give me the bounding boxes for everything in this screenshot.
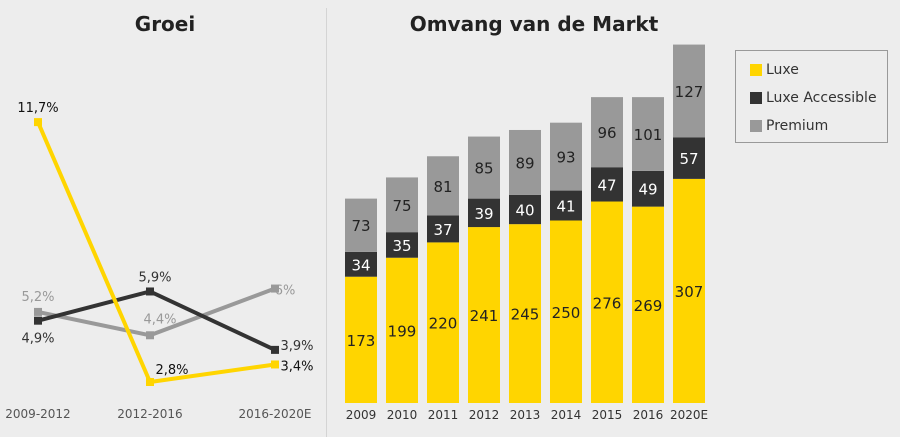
bar-value-label: 41	[556, 198, 575, 216]
bar-value-label: 101	[634, 126, 663, 144]
data-label: 5,2%	[21, 290, 54, 305]
data-point	[271, 345, 279, 354]
bar-luxe-accessible	[386, 232, 418, 258]
bar-value-label: 40	[515, 202, 534, 220]
legend-label: Premium	[766, 118, 829, 134]
bar-value-label: 127	[675, 83, 704, 101]
legend-swatch	[750, 120, 762, 132]
x-tick-label: 2012-2016	[117, 407, 182, 421]
x-tick-label: 2011	[428, 408, 459, 422]
bar-luxe-accessible	[673, 137, 705, 179]
bar-luxe	[673, 178, 705, 403]
legend-label: Luxe Accessible	[766, 90, 877, 106]
x-tick-label: 2015	[592, 408, 623, 422]
x-tick-label: 2009-2012	[5, 407, 70, 421]
bar-luxe	[591, 201, 623, 403]
x-tick-label: 2010	[387, 408, 418, 422]
bar-value-label: 57	[679, 150, 698, 168]
bar-value-label: 93	[556, 149, 575, 167]
bar-value-label: 89	[515, 154, 534, 172]
legend-item-luxe: Luxe	[750, 62, 799, 78]
bar-value-label: 173	[347, 332, 376, 350]
bar-premium	[427, 156, 459, 216]
legend-item-luxe-accessible: Luxe Accessible	[750, 90, 877, 106]
bar-luxe-accessible	[509, 194, 541, 225]
bar-premium	[632, 97, 664, 171]
bar-value-label: 199	[388, 322, 417, 340]
bar-value-label: 220	[429, 315, 458, 333]
legend-label: Luxe	[766, 62, 799, 78]
bar-premium	[673, 44, 705, 138]
x-tick-label: 2012	[469, 408, 500, 422]
bar-value-label: 276	[593, 294, 622, 312]
bar-value-label: 245	[511, 306, 540, 324]
legend-item-premium: Premium	[750, 118, 828, 134]
growth-chart-title: Groei	[134, 12, 196, 36]
x-tick-label: 2016	[633, 408, 664, 422]
bar-value-label: 96	[597, 124, 616, 142]
bar-value-label: 39	[474, 205, 493, 223]
data-point	[271, 360, 279, 369]
bar-premium	[468, 136, 500, 199]
bar-luxe	[386, 257, 418, 403]
bar-value-label: 47	[597, 176, 616, 194]
data-label: 5,9%	[138, 270, 171, 285]
bar-luxe	[550, 220, 582, 403]
x-tick-label: 2013	[510, 408, 541, 422]
data-point	[34, 118, 42, 127]
bar-premium	[550, 122, 582, 191]
bar-premium	[591, 97, 623, 168]
data-label: 6%	[275, 284, 296, 299]
bar-value-label: 269	[634, 297, 663, 315]
data-point	[34, 316, 42, 325]
bar-luxe-accessible	[632, 170, 664, 207]
bar-luxe	[509, 224, 541, 403]
data-label: 11,7%	[17, 101, 58, 116]
bar-luxe-accessible	[550, 190, 582, 221]
bar-value-label: 307	[675, 283, 704, 301]
bar-luxe	[345, 276, 377, 403]
line-luxe	[36, 121, 276, 385]
bar-luxe	[632, 206, 664, 403]
data-label: 2,8%	[155, 363, 188, 378]
data-point	[146, 331, 154, 340]
bar-value-label: 241	[470, 307, 499, 325]
x-tick-label: 2020E	[670, 408, 708, 422]
bar-value-label: 85	[474, 160, 493, 178]
bar-luxe	[468, 227, 500, 403]
market-chart-title: Omvang van de Markt	[409, 12, 659, 36]
bar-value-label: 35	[392, 237, 411, 255]
bar-value-label: 250	[552, 304, 581, 322]
data-point	[146, 378, 154, 386]
legend-swatch	[750, 92, 762, 104]
bar-luxe-accessible	[468, 198, 500, 228]
data-label: 3,4%	[280, 359, 313, 374]
data-label: 4,9%	[21, 332, 54, 347]
bar-luxe	[427, 242, 459, 403]
data-label: 3,9%	[280, 339, 313, 354]
bar-value-label: 73	[351, 217, 370, 235]
data-point	[34, 307, 42, 316]
legend: Luxe Luxe Accessible Premium	[735, 50, 888, 143]
bar-premium	[345, 198, 377, 252]
data-point	[146, 287, 154, 296]
bar-premium	[509, 129, 541, 195]
bar-premium	[386, 177, 418, 233]
bar-luxe-accessible	[345, 251, 377, 277]
bar-luxe-accessible	[427, 215, 459, 243]
divider	[326, 8, 327, 437]
x-tick-label: 2016-2020E	[239, 407, 312, 421]
data-point	[271, 284, 279, 293]
bar-luxe-accessible	[591, 167, 623, 202]
x-tick-label: 2009	[346, 408, 377, 422]
bar-value-label: 81	[433, 178, 452, 196]
bar-value-label: 75	[392, 197, 411, 215]
bar-value-label: 49	[638, 181, 657, 199]
bar-value-label: 37	[433, 221, 452, 239]
x-tick-label: 2014	[551, 408, 582, 422]
bar-value-label: 34	[351, 256, 370, 274]
data-label: 4,4%	[143, 312, 176, 327]
legend-swatch	[750, 64, 762, 76]
